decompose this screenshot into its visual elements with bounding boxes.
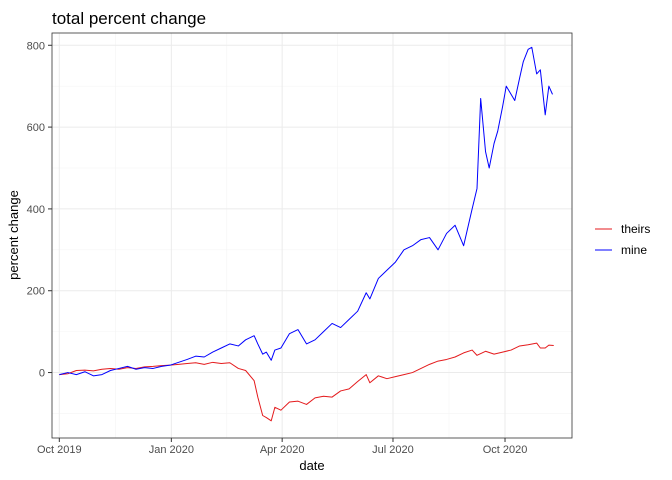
legend-label-theirs: theirs [621, 222, 650, 236]
y-axis: 0 200 400 600 800 [27, 40, 52, 380]
chart-title: total percent change [52, 9, 206, 28]
x-tick-label: Apr 2020 [260, 444, 305, 456]
y-axis-title: percent change [6, 190, 21, 280]
y-tick-label: 400 [27, 204, 45, 216]
y-tick-label: 200 [27, 286, 45, 298]
y-tick-label: 800 [27, 40, 45, 52]
x-tick-label: Jan 2020 [149, 444, 194, 456]
y-tick-label: 600 [27, 122, 45, 134]
series-layer [59, 46, 554, 422]
plot-border [51, 32, 573, 439]
major-gridlines [52, 33, 572, 438]
series-line-mine [59, 46, 553, 377]
y-tick-label: 0 [39, 368, 45, 380]
minor-gridlines [52, 33, 572, 438]
x-tick-label: Oct 2020 [483, 444, 528, 456]
legend: theirs mine [595, 222, 650, 257]
x-tick-label: Jul 2020 [372, 444, 414, 456]
legend-label-mine: mine [621, 243, 647, 257]
plot-panel [52, 33, 572, 438]
x-axis: Oct 2019 Jan 2020 Apr 2020 Jul 2020 Oct 2020 [37, 438, 527, 456]
x-axis-title: date [299, 458, 324, 473]
x-tick-label: Oct 2019 [37, 444, 82, 456]
series-line-theirs [59, 342, 554, 422]
